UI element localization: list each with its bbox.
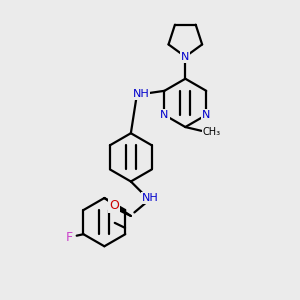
Text: CH₃: CH₃ bbox=[203, 127, 221, 137]
Text: O: O bbox=[109, 199, 119, 212]
Text: F: F bbox=[66, 231, 73, 244]
Text: NH: NH bbox=[133, 89, 149, 99]
Text: NH: NH bbox=[142, 193, 159, 203]
Text: N: N bbox=[181, 52, 190, 62]
Text: N: N bbox=[202, 110, 210, 120]
Text: N: N bbox=[160, 110, 169, 120]
